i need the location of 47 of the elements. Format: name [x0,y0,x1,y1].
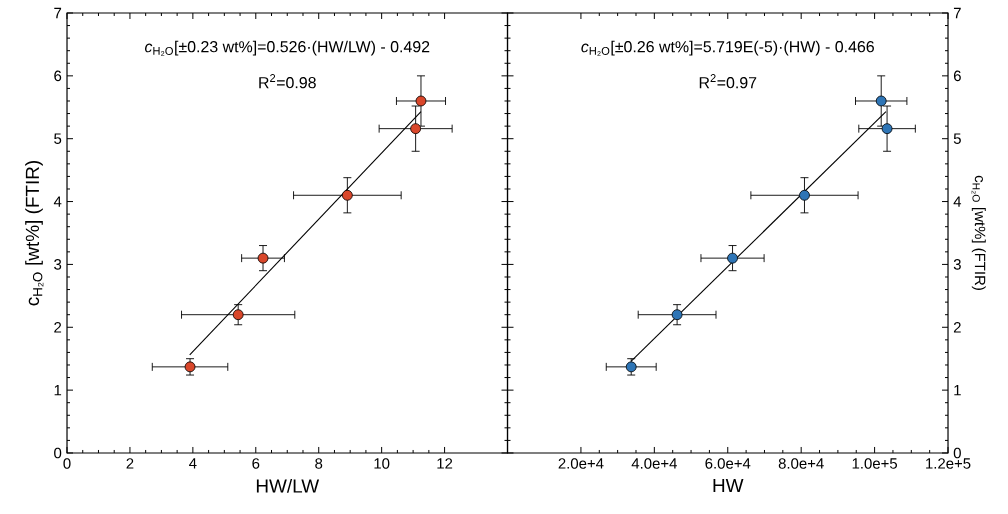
y-tick-label: 4 [53,196,62,207]
y2-tick-label: 2 [953,322,961,333]
y-tick-label: 7 [54,7,62,19]
point [727,252,738,264]
x-tick-label: 12 [437,458,453,469]
y2-tick-label: 5 [953,133,961,144]
point [415,95,427,107]
x-tick-label: 6 [252,458,260,469]
x-tick-label: 8.0e+4 [778,458,824,469]
y-tick-label: 3 [54,259,62,270]
point [257,252,269,264]
y2-tick-label: 4 [953,196,962,207]
x-tick-label: 0 [63,458,71,469]
x-tick-label: 8 [315,458,323,469]
y-tick-label: 5 [54,133,62,144]
y2-tick-label: 6 [953,70,961,82]
y2-tick-label: 0 [953,447,961,459]
y-tick-label: 2 [54,322,62,333]
y2-axis-title: c$_{H₂O}$ [wt%] (FTIR) [971,175,986,290]
y2-tick-label: 3 [953,259,961,270]
x-tick-label: 4 [189,458,197,469]
x-tick-label: 6.0e+4 [705,458,751,469]
point [881,123,893,135]
annotation: c$_{H₂O}$[±0.23 wt%]=0.526·(HW/LW) - 0.492 [144,40,430,56]
y2-tick-label: 7 [953,7,961,19]
point [410,123,422,135]
annotation: R$^{2}$=0.98 [259,74,316,89]
y-tick-label: 6 [54,70,62,82]
y-axis-title: c$_{H₂O}$ [wt%] (FTIR) [25,160,44,306]
point [671,309,683,321]
x-tick-label: 2.0e+4 [558,458,604,469]
x-tick-label: 1.2e+5 [926,458,971,469]
x-tick-label: 1.0e+5 [852,458,898,469]
point [232,309,244,321]
x-tick-label: 10 [374,458,390,469]
y-tick-label: 1 [54,384,62,396]
point [799,189,810,201]
y-tick-label: 0 [54,447,62,459]
x-tick-label: 4.0e+4 [631,458,677,469]
annotation: R$^{2}$=0.97 [699,74,757,89]
annotation: c$_{H₂O}$[±0.26 wt%]=5.719E(-5)·(HW) - 0.466 [581,40,874,56]
point [875,95,887,107]
point [341,189,353,201]
x-tick-label: 2 [126,458,134,469]
y2-tick-label: 1 [954,384,961,396]
x-axis-title: HW [713,478,744,492]
x-axis-title: HW/LW [256,478,320,493]
